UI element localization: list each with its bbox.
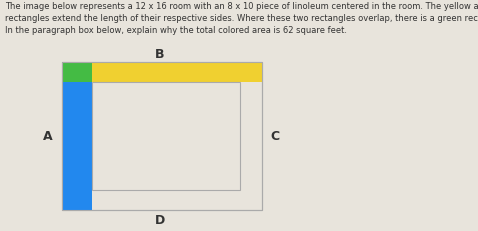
- Text: A: A: [43, 130, 53, 143]
- Text: The image below represents a 12 x 16 room with an 8 x 10 piece of linoleum cente: The image below represents a 12 x 16 roo…: [5, 2, 478, 35]
- Text: B: B: [155, 48, 165, 61]
- Text: C: C: [271, 130, 280, 143]
- Bar: [62, 62, 262, 82]
- Bar: [92, 82, 240, 190]
- Bar: [62, 62, 262, 210]
- Bar: [62, 62, 262, 210]
- Bar: [62, 62, 92, 210]
- Text: D: D: [155, 213, 165, 227]
- Bar: [62, 62, 92, 82]
